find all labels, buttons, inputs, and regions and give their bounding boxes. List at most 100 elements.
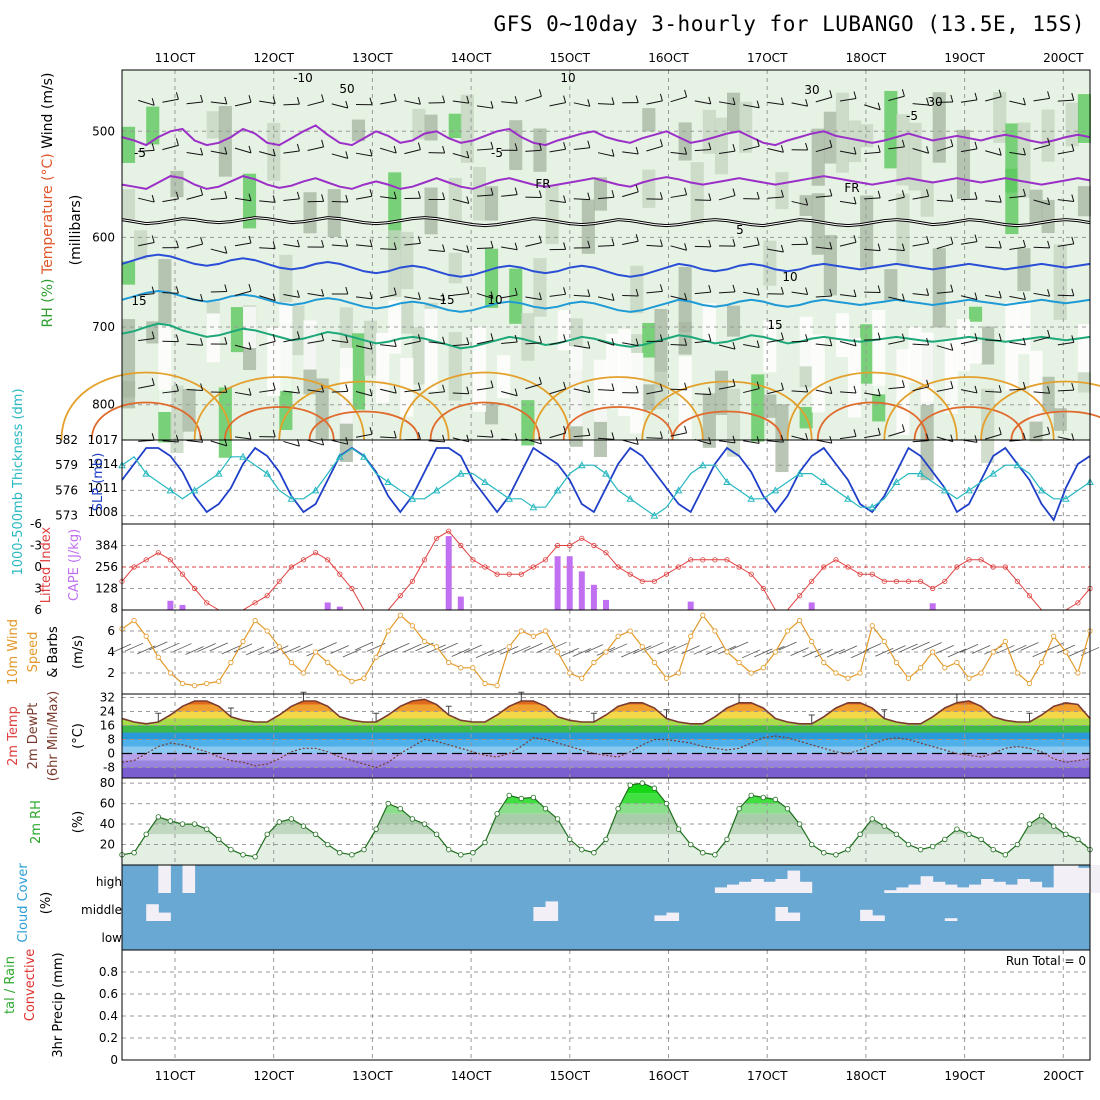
- wind-barb: [175, 334, 179, 342]
- wind-speed-point: [131, 617, 137, 624]
- wind-barb: [950, 284, 954, 292]
- rh-point: [264, 831, 270, 837]
- lifted-index-point: [482, 564, 488, 570]
- rh-shade: [932, 248, 946, 328]
- axis-label-part: Speed: [26, 632, 41, 673]
- cloud-background: [122, 865, 1090, 950]
- axis-label: (millibars): [68, 195, 84, 266]
- wind-barb: [501, 246, 518, 251]
- wind-barb: [985, 200, 1002, 203]
- wind-barb: [173, 643, 192, 652]
- wind-barb: [587, 428, 591, 436]
- wind-barb: [563, 142, 567, 150]
- rh-point: [518, 795, 524, 802]
- rh-point: [869, 816, 875, 822]
- rh-point: [591, 850, 597, 856]
- rh-shade: [642, 322, 656, 358]
- lifted-index-point: [264, 593, 270, 599]
- wind-barb: [780, 332, 784, 340]
- wind-barb: [756, 100, 760, 108]
- dry-area: [1077, 324, 1091, 372]
- wind-barb: [355, 296, 373, 300]
- dry-area: [303, 320, 317, 370]
- wind-barb: [259, 340, 276, 347]
- y-tick-label: 0.4: [99, 1009, 118, 1023]
- cape-bar: [808, 602, 815, 610]
- rh-shade: [424, 114, 438, 141]
- y-tick-label: 0: [34, 560, 42, 574]
- wind-barb: [659, 192, 663, 200]
- wind-barb: [732, 435, 736, 443]
- wind-barb: [718, 195, 736, 201]
- rh-shade: [581, 199, 595, 254]
- wind-barb: [476, 148, 494, 151]
- wind-barb: [442, 293, 446, 301]
- wind-barb: [162, 440, 179, 443]
- wind-barb: [234, 290, 252, 296]
- wind-barb: [318, 642, 337, 651]
- wind-barb: [912, 293, 929, 296]
- rh-shade: [993, 92, 1007, 143]
- wind-barb: [985, 96, 1002, 102]
- wind-barb: [404, 340, 421, 346]
- wind-speed-point: [349, 678, 355, 685]
- thickness-marker: [674, 486, 683, 494]
- wind-barb: [417, 334, 421, 342]
- lifted-index-point: [192, 585, 198, 592]
- rh-shade: [412, 108, 426, 140]
- wind-barb: [331, 244, 348, 247]
- wind-barb: [272, 293, 276, 301]
- wind-barb: [442, 336, 446, 344]
- axis-label-part: Wind (m/s): [40, 73, 56, 149]
- wind-barb: [200, 147, 204, 156]
- rh-shade: [509, 268, 523, 324]
- rh-shade: [158, 259, 172, 328]
- wind-barb: [393, 242, 397, 250]
- axis-label-part: 2m RH: [29, 800, 44, 844]
- rh-shade: [642, 384, 656, 411]
- wind-barb: [186, 101, 203, 105]
- wind-barb: [200, 383, 204, 391]
- wind-barb: [210, 101, 227, 105]
- dry-area: [618, 328, 632, 416]
- lifted-index-point: [942, 578, 948, 584]
- x-bottom-tick-label: 19OCT: [944, 1069, 985, 1083]
- rh-point: [942, 836, 948, 843]
- rh-shade: [739, 101, 753, 153]
- y-tick-label: 500: [92, 124, 115, 138]
- rh-band: [122, 803, 1090, 814]
- contour-label: 10: [782, 270, 797, 284]
- lifted-index-point: [506, 571, 512, 577]
- wind-barb: [234, 197, 252, 202]
- wind-barb: [307, 439, 324, 446]
- cloud-bar: [787, 912, 801, 921]
- wind-speed-point: [954, 659, 960, 666]
- rh-shade: [448, 113, 462, 139]
- x-bottom-tick-label: 16OCT: [648, 1069, 689, 1083]
- wind-barb: [646, 290, 663, 294]
- rh-point: [700, 850, 706, 856]
- isotherm-line: [121, 253, 1091, 278]
- wind-speed-point: [821, 659, 827, 666]
- wind-barb: [1022, 337, 1026, 346]
- lifted-index-point: [821, 564, 827, 570]
- wind-barb: [732, 97, 736, 105]
- y-tick-label: 800: [92, 398, 115, 412]
- rh-point: [579, 846, 585, 853]
- wind-speed-point: [554, 649, 561, 655]
- wind-barb: [926, 337, 930, 346]
- wind-barb: [224, 385, 228, 393]
- rh-shade: [981, 326, 995, 365]
- wind-speed-point: [1026, 680, 1033, 687]
- wind-speed-point: [1014, 670, 1021, 676]
- wind-barb: [501, 390, 518, 397]
- wind-barb: [985, 433, 1002, 440]
- rh-point: [603, 836, 609, 843]
- wind-barb: [186, 194, 203, 200]
- wind-barb: [670, 96, 687, 103]
- y-tick-label: high: [96, 875, 122, 889]
- cloud-bar: [860, 909, 873, 921]
- wind-barb: [380, 436, 397, 439]
- wind-barb: [960, 241, 978, 245]
- wind-speed-point: [942, 665, 948, 671]
